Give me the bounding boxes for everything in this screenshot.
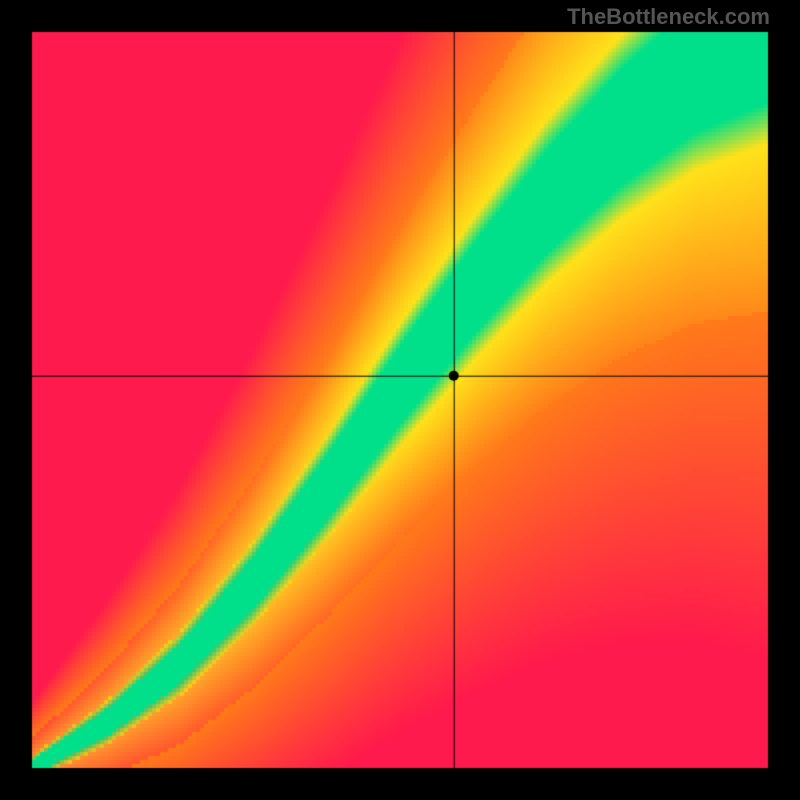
heatmap-canvas [0,0,800,800]
watermark-text: TheBottleneck.com [567,4,770,30]
